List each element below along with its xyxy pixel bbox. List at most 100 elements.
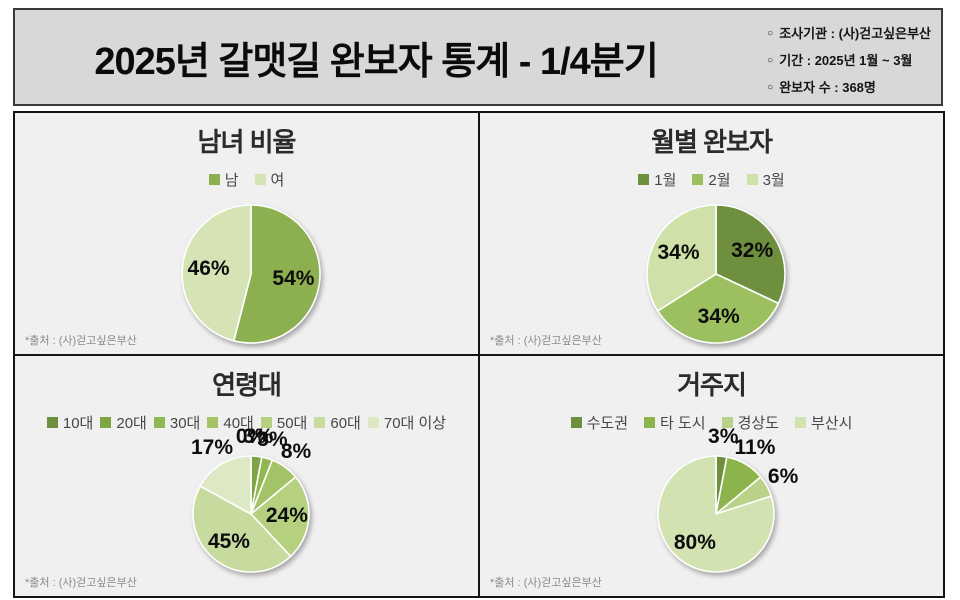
info-agency-text: 조사기관 : (사)걷고싶은부산 (779, 26, 931, 41)
legend-label: 3월 (762, 172, 785, 189)
info-period-text: 기간 : 2025년 1월 ~ 3월 (779, 53, 913, 68)
legend-item: 20대 (100, 412, 147, 433)
legend-label: 60대 (330, 414, 361, 432)
legend-item: 40대 (207, 412, 254, 433)
pie-percent-label: 3% (257, 427, 288, 451)
legend-item: 50대 (260, 412, 308, 433)
legend-swatch-icon (46, 416, 58, 428)
legend-item: 부산시 (794, 412, 853, 433)
pie-percent-label: 6% (767, 464, 799, 488)
legend-label: 70대 이상 (383, 414, 447, 432)
pie-chart-area: 0% 3% 3% 8% 24% 45% 17% (15, 356, 478, 597)
source-note: *출처 : (사)걷고싶은부산 (25, 577, 137, 589)
legend-item: 10대 (46, 412, 94, 433)
legend-label: 2월 (708, 172, 731, 189)
legend-swatch-icon (100, 416, 112, 428)
legend-swatch-icon (314, 416, 326, 428)
chart-title: 남녀 비율 (197, 127, 297, 157)
legend-item: 수도권 (570, 412, 628, 433)
legend-swatch-icon (692, 174, 704, 185)
legend-item: 여 (254, 169, 285, 190)
pie-percent-label: 45% (207, 529, 250, 553)
legend-swatch-icon (570, 416, 582, 428)
circle-bullet-icon: ○ (767, 27, 774, 39)
legend-label: 20대 (116, 414, 147, 432)
panel-age-groups: 연령대 10대 20대 30대 40대 50대 60대 70대 이상 0% 3% 3% 8% 24%… (15, 355, 478, 597)
info-count-text: 완보자 수 : 368명 (779, 80, 876, 95)
header: 2025년 갈맷길 완보자 통계 - 1/4분기 ○ 조사기관 : (사)걷고싶… (13, 8, 943, 106)
legend-swatch-icon (260, 416, 272, 428)
pie-slice (646, 204, 717, 312)
info-row-count: ○ 완보자 수 : 368명 (767, 77, 931, 96)
pie-percent-label: 80% (673, 530, 716, 554)
legend-label: 1월 (654, 172, 677, 189)
pie-slice (656, 273, 780, 344)
source-note: *출처 : (사)걷고싶은부산 (490, 334, 602, 347)
legend-swatch-icon (208, 174, 220, 185)
pie-percent-label: 11% (734, 435, 776, 459)
legend-swatch-icon (254, 174, 266, 185)
pie-chart-area: 3% 11% 6% 80% (480, 356, 943, 597)
panel-residence: 거주지 수도권 타 도시 경상도 부산시 3% 11% 6% 80% *출처 : (사)걷고… (480, 355, 943, 597)
legend-swatch-icon (794, 416, 806, 428)
legend-label: 10대 (62, 414, 94, 432)
pie-percent-label: 17% (191, 435, 234, 459)
legend-item: 남 (208, 169, 239, 190)
header-info: ○ 조사기관 : (사)걷고싶은부산 ○ 기간 : 2025년 1월 ~ 3월 … (767, 23, 931, 96)
pie-slice (250, 475, 310, 557)
legend-item: 60대 (314, 412, 361, 433)
pie-chart-area: 32% 34% 34% (480, 113, 943, 354)
legend-label: 남 (224, 172, 239, 189)
chart-legend: 10대 20대 30대 40대 50대 60대 70대 이상 (15, 412, 478, 433)
source-note: *출처 : (사)걷고싶은부산 (490, 577, 602, 589)
pie-percent-label: 3% (243, 425, 274, 449)
legend-swatch-icon (207, 416, 219, 428)
circle-bullet-icon: ○ (767, 54, 774, 66)
pie-chart (181, 204, 321, 344)
legend-item: 경상도 (721, 412, 779, 433)
pie-slice (233, 204, 321, 344)
pie-percent-label: 0% (235, 424, 267, 448)
pie-percent-label: 24% (265, 503, 308, 527)
pie-slice (657, 454, 775, 573)
pie-percent-label: 34% (697, 304, 740, 328)
legend-item: 70대 이상 (367, 412, 447, 433)
pie-percent-label: 8% (280, 439, 312, 463)
legend-swatch-icon (721, 416, 733, 428)
legend-label: 여 (270, 172, 285, 189)
legend-label: 수도권 (586, 414, 628, 432)
legend-item: 2월 (692, 169, 731, 190)
chart-title: 월별 완보자 (651, 127, 773, 157)
legend-item: 1월 (638, 169, 676, 190)
pie-chart (192, 454, 310, 573)
legend-swatch-icon (638, 174, 650, 185)
pie-percent-label: 54% (272, 267, 315, 291)
source-note: *출처 : (사)걷고싶은부산 (25, 334, 137, 347)
legend-label: 50대 (276, 414, 308, 432)
panel-monthly-completers: 월별 완보자 1월 2월 3월 32% 34% 34% *출처 : (사)걷고싶은부산 (480, 113, 943, 354)
pie-chart (646, 204, 786, 344)
page-title: 2025년 갈맷길 완보자 통계 - 1/4분기 (94, 40, 658, 83)
legend-item: 타 도시 (644, 412, 706, 433)
pie-chart-area: 54% 46% (15, 113, 478, 354)
pie-chart (657, 454, 775, 573)
pie-slice (715, 204, 786, 305)
legend-swatch-icon (746, 174, 758, 185)
chart-title: 거주지 (677, 369, 747, 400)
legend-swatch-icon (367, 416, 379, 428)
legend-swatch-icon (644, 416, 655, 428)
info-row-period: ○ 기간 : 2025년 1월 ~ 3월 (767, 50, 931, 69)
pie-percent-label: 34% (657, 241, 700, 265)
chart-legend: 수도권 타 도시 경상도 부산시 (480, 412, 943, 433)
legend-label: 경상도 (737, 414, 779, 432)
legend-label: 30대 (169, 414, 201, 432)
pie-percent-label: 46% (187, 256, 230, 280)
pie-slice (181, 204, 252, 342)
legend-item: 3월 (746, 169, 785, 190)
legend-label: 부산시 (810, 414, 853, 432)
legend-swatch-icon (153, 416, 165, 428)
